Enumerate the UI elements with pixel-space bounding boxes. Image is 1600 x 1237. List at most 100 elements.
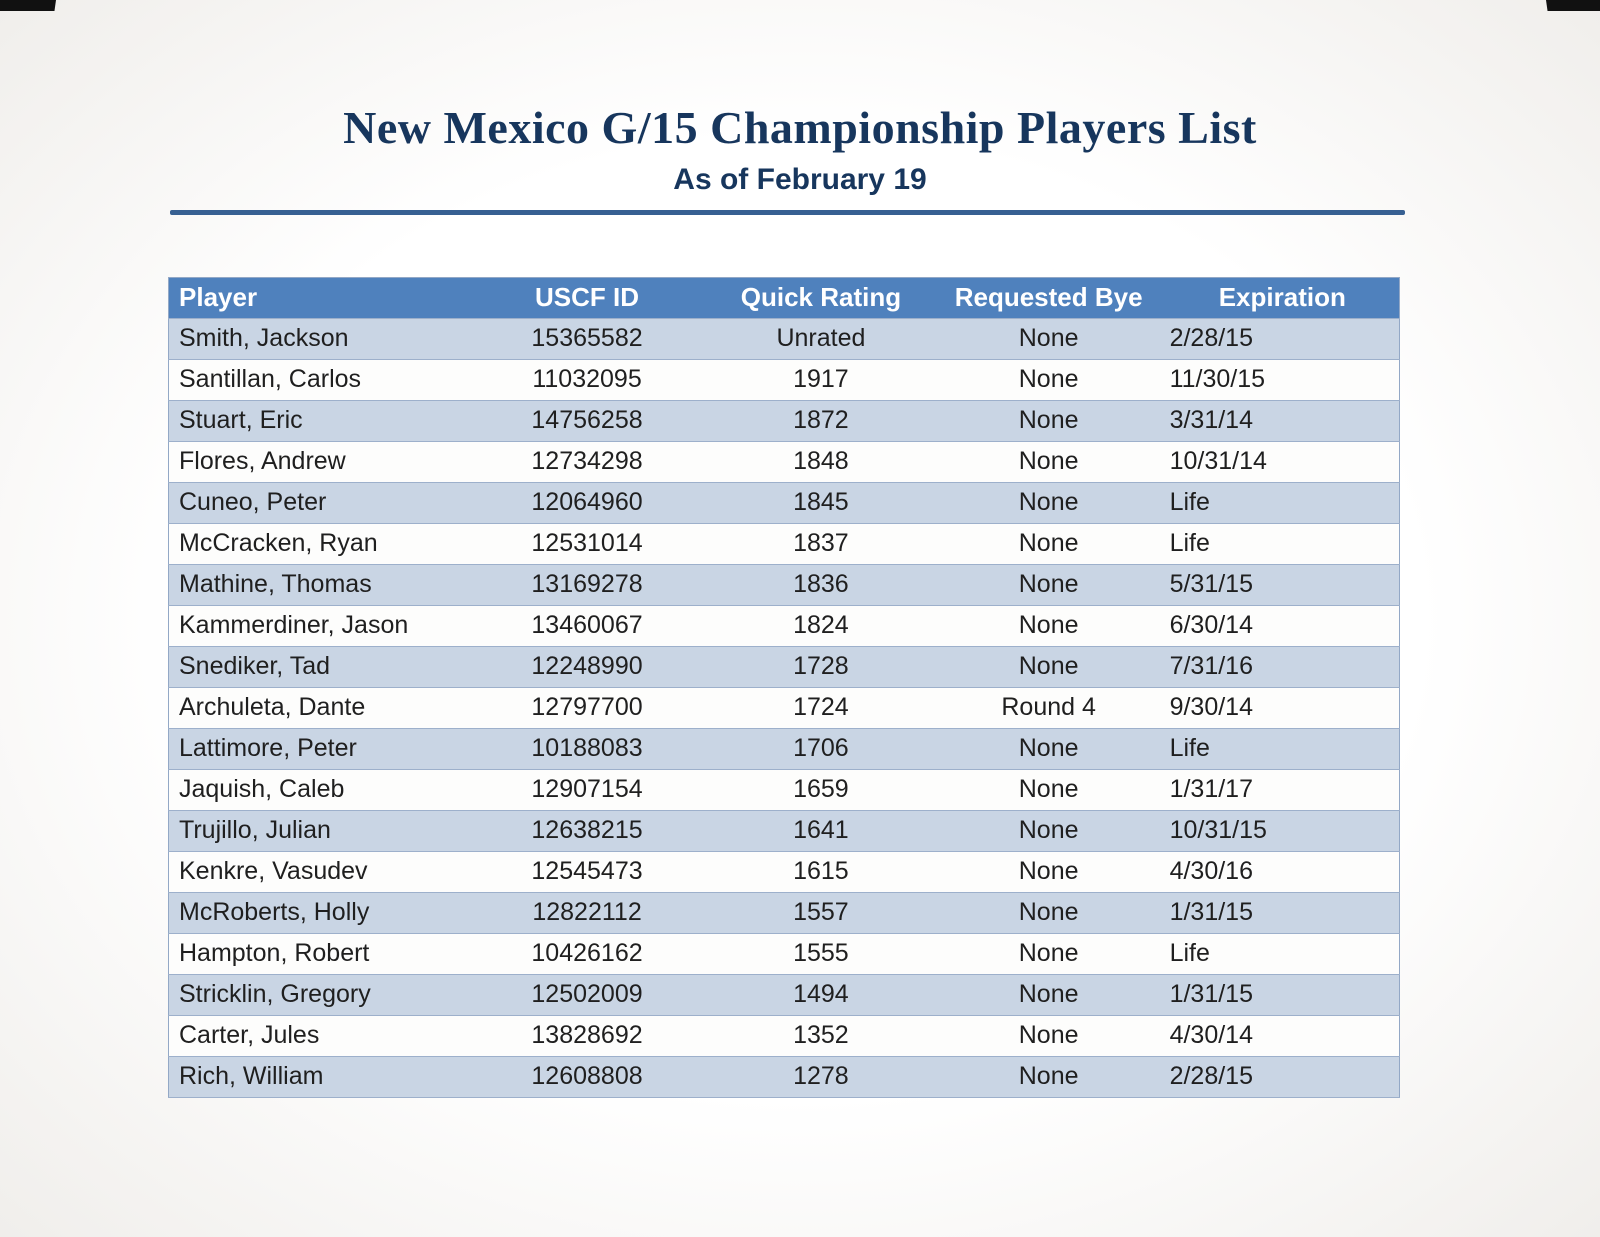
cell-requested-bye: None (931, 522, 1166, 565)
cell-uscf-id: 12502009 (463, 973, 711, 1016)
cell-requested-bye: None (931, 1055, 1166, 1098)
cell-requested-bye: None (931, 399, 1166, 442)
cell-quick-rating: 1848 (710, 440, 932, 483)
cell-expiration: 7/31/16 (1165, 645, 1400, 688)
cell-uscf-id: 12531014 (463, 522, 711, 565)
cell-quick-rating: 1352 (710, 1014, 932, 1057)
cell-uscf-id: 12545473 (463, 850, 711, 893)
table-body: Smith, Jackson 15365582 Unrated None 2/28/15… (168, 317, 1400, 1098)
cell-requested-bye: None (931, 481, 1166, 524)
table-row: McCracken, Ryan 12531014 1837 None Life (168, 522, 1400, 565)
column-header-quick-rating: Quick Rating (710, 277, 932, 319)
cell-uscf-id: 12638215 (463, 809, 711, 852)
cell-quick-rating: 1494 (710, 973, 932, 1016)
scan-artifact-top-right (1546, 0, 1600, 11)
cell-requested-bye: None (931, 563, 1166, 606)
cell-requested-bye: None (931, 891, 1166, 934)
cell-requested-bye: Round 4 (931, 686, 1166, 729)
cell-requested-bye: None (931, 973, 1166, 1016)
page-subtitle: As of February 19 (673, 162, 927, 196)
cell-uscf-id: 15365582 (463, 317, 711, 360)
cell-requested-bye: None (931, 358, 1166, 401)
table-row: Carter, Jules 13828692 1352 None 4/30/14 (168, 1014, 1400, 1057)
table-row: Stricklin, Gregory 12502009 1494 None 1/31/1… (168, 973, 1400, 1016)
cell-player: Mathine, Thomas (168, 563, 464, 606)
cell-expiration: 4/30/16 (1165, 850, 1400, 893)
table-header: Player USCF ID Quick Rating Requested Bye Ex… (168, 277, 1400, 319)
cell-expiration: 3/31/14 (1165, 399, 1400, 442)
cell-uscf-id: 11032095 (463, 358, 711, 401)
cell-quick-rating: 1555 (710, 932, 932, 975)
cell-expiration: Life (1165, 727, 1400, 770)
cell-player: Kenkre, Vasudev (168, 850, 464, 893)
table-row: Trujillo, Julian 12638215 1641 None 10/31/15 (168, 809, 1400, 852)
players-table: Player USCF ID Quick Rating Requested Bye Ex… (168, 276, 1400, 1098)
cell-uscf-id: 12797700 (463, 686, 711, 729)
cell-player: Rich, William (168, 1055, 464, 1098)
table-row: Cuneo, Peter 12064960 1845 None Life (168, 481, 1400, 524)
cell-player: Snediker, Tad (168, 645, 464, 688)
cell-uscf-id: 12822112 (463, 891, 711, 934)
cell-player: Archuleta, Dante (168, 686, 464, 729)
column-header-expiration: Expiration (1165, 277, 1400, 319)
table-row: Stuart, Eric 14756258 1872 None 3/31/14 (168, 399, 1400, 442)
cell-quick-rating: 1659 (710, 768, 932, 811)
cell-player: Hampton, Robert (168, 932, 464, 975)
cell-quick-rating: 1824 (710, 604, 932, 647)
cell-expiration: Life (1165, 932, 1400, 975)
cell-requested-bye: None (931, 604, 1166, 647)
cell-expiration: 5/31/15 (1165, 563, 1400, 606)
cell-expiration: Life (1165, 522, 1400, 565)
table-row: Santillan, Carlos 11032095 1917 None 11/30/1… (168, 358, 1400, 401)
cell-uscf-id: 10188083 (463, 727, 711, 770)
cell-uscf-id: 12907154 (463, 768, 711, 811)
cell-player: Lattimore, Peter (168, 727, 464, 770)
cell-quick-rating: 1557 (710, 891, 932, 934)
cell-player: Smith, Jackson (168, 317, 464, 360)
cell-expiration: 2/28/15 (1165, 317, 1400, 360)
cell-expiration: 10/31/14 (1165, 440, 1400, 483)
table-header-row: Player USCF ID Quick Rating Requested Bye Ex… (168, 277, 1400, 319)
table-row: Snediker, Tad 12248990 1728 None 7/31/16 (168, 645, 1400, 688)
cell-requested-bye: None (931, 727, 1166, 770)
cell-player: Stuart, Eric (168, 399, 464, 442)
table-row: Smith, Jackson 15365582 Unrated None 2/28/15 (168, 317, 1400, 360)
cell-quick-rating: Unrated (710, 317, 932, 360)
table-row: Archuleta, Dante 12797700 1724 Round 4 9/30/… (168, 686, 1400, 729)
cell-quick-rating: 1641 (710, 809, 932, 852)
cell-requested-bye: None (931, 768, 1166, 811)
cell-player: Kammerdiner, Jason (168, 604, 464, 647)
cell-requested-bye: None (931, 317, 1166, 360)
cell-uscf-id: 12248990 (463, 645, 711, 688)
cell-player: Santillan, Carlos (168, 358, 464, 401)
page-title: New Mexico G/15 Championship Players Lis… (343, 102, 1257, 153)
cell-quick-rating: 1872 (710, 399, 932, 442)
cell-quick-rating: 1837 (710, 522, 932, 565)
cell-player: Stricklin, Gregory (168, 973, 464, 1016)
cell-uscf-id: 12064960 (463, 481, 711, 524)
cell-quick-rating: 1728 (710, 645, 932, 688)
cell-requested-bye: None (931, 932, 1166, 975)
column-header-requested-bye: Requested Bye (931, 277, 1166, 319)
cell-player: McRoberts, Holly (168, 891, 464, 934)
cell-quick-rating: 1836 (710, 563, 932, 606)
column-header-uscf-id: USCF ID (463, 277, 711, 319)
cell-expiration: Life (1165, 481, 1400, 524)
cell-quick-rating: 1917 (710, 358, 932, 401)
cell-expiration: 6/30/14 (1165, 604, 1400, 647)
cell-expiration: 10/31/15 (1165, 809, 1400, 852)
cell-quick-rating: 1278 (710, 1055, 932, 1098)
cell-requested-bye: None (931, 809, 1166, 852)
cell-requested-bye: None (931, 645, 1166, 688)
cell-expiration: 2/28/15 (1165, 1055, 1400, 1098)
cell-player: Jaquish, Caleb (168, 768, 464, 811)
table-row: Kenkre, Vasudev 12545473 1615 None 4/30/16 (168, 850, 1400, 893)
cell-quick-rating: 1706 (710, 727, 932, 770)
table-row: Lattimore, Peter 10188083 1706 None Life (168, 727, 1400, 770)
cell-player: Flores, Andrew (168, 440, 464, 483)
cell-expiration: 1/31/15 (1165, 891, 1400, 934)
cell-requested-bye: None (931, 1014, 1166, 1057)
table-row: Flores, Andrew 12734298 1848 None 10/31/14 (168, 440, 1400, 483)
title-divider (170, 209, 1405, 215)
